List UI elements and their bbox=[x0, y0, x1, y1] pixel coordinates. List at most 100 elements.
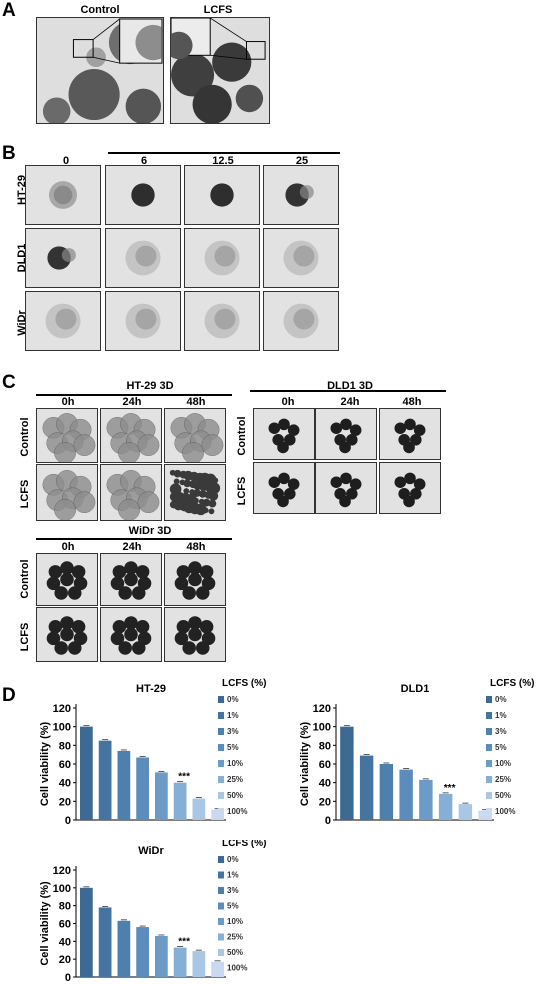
chart-2-bar-25% bbox=[173, 947, 187, 977]
chart-0-legend-label-4: 10% bbox=[227, 759, 243, 768]
chart-0-legend-swatch-0 bbox=[218, 696, 224, 703]
chart-2-legend-label-7: 100% bbox=[227, 964, 247, 973]
chart-0-legend-label-3: 5% bbox=[227, 743, 239, 752]
chart-1-bar-5% bbox=[399, 769, 413, 820]
chart-1-legend-swatch-5 bbox=[486, 776, 492, 783]
chart-1-ylabel: Cell viability (%) bbox=[299, 721, 311, 806]
micrograph-b-r0-c0 bbox=[25, 165, 101, 225]
time-dld1-0h: 0h bbox=[281, 396, 295, 408]
chart-1-bar-3% bbox=[379, 764, 394, 820]
chart-2-bar-5% bbox=[136, 927, 149, 977]
row-ht29-lcfs: LCFS bbox=[19, 479, 31, 509]
chart-0-bar-3% bbox=[117, 750, 131, 820]
chart-2-legend-label-6: 50% bbox=[227, 948, 243, 957]
chart-2-ytick-label-0: 0 bbox=[65, 972, 71, 984]
micrograph-dld1-control-0 bbox=[253, 408, 315, 460]
micrograph-b-r1-c3 bbox=[263, 228, 339, 288]
group-line-dld1-3d bbox=[250, 390, 446, 392]
chart-0-ytick-label-3: 60 bbox=[59, 759, 71, 771]
chart-2-ytick-label-5: 100 bbox=[53, 883, 71, 895]
micrograph-ht29-lcfs-2 bbox=[164, 464, 226, 521]
chart-0-bar-10% bbox=[155, 772, 168, 820]
conc-label-0: 0 bbox=[62, 155, 70, 167]
label-control: Control bbox=[80, 4, 120, 16]
chart-0-ytick-label-6: 120 bbox=[53, 703, 71, 715]
chart-0-legend-swatch-2 bbox=[218, 728, 224, 735]
panel-letter-c: C bbox=[2, 372, 16, 393]
label-lcfs: LCFS bbox=[203, 4, 233, 16]
chart-1-legend-swatch-0 bbox=[486, 696, 492, 703]
chart-2-legend-swatch-7 bbox=[218, 964, 224, 972]
chart-0-legend-label-2: 3% bbox=[227, 727, 239, 736]
chart-2-legend-label-4: 10% bbox=[227, 917, 243, 926]
group-title-ht29-3d: HT-29 3D bbox=[126, 380, 174, 392]
micrograph-widr-lcfs-2 bbox=[164, 607, 226, 662]
panel-letter-d: D bbox=[2, 685, 16, 706]
conc-label-25: 25 bbox=[295, 155, 309, 167]
chart-0-ytick-label-4: 80 bbox=[59, 740, 71, 752]
chart-2-ytick-label-6: 120 bbox=[53, 865, 71, 877]
micrograph-dld1-control-1 bbox=[315, 408, 377, 460]
row-widr-control: Control bbox=[19, 559, 31, 599]
micrograph-b-r2-c3 bbox=[263, 291, 339, 351]
micrograph-b-r2-c0 bbox=[25, 291, 101, 351]
chart-1-legend-label-7: 100% bbox=[495, 807, 515, 816]
chart-0-ytick-label-1: 20 bbox=[59, 796, 71, 808]
chart-2-legend-swatch-1 bbox=[218, 871, 224, 879]
chart-0-bar-50% bbox=[192, 798, 206, 820]
micrograph-b-r0-c2 bbox=[184, 165, 260, 225]
chart-2-legend-label-1: 1% bbox=[227, 871, 239, 880]
chart-2-ytick-label-2: 40 bbox=[59, 936, 71, 948]
conc-label-6: 6 bbox=[140, 155, 148, 167]
chart-1-legend-label-4: 10% bbox=[495, 759, 511, 768]
bar-chart-widr: WiDr Cell viability (%) 0 20 40 60 80 100 120 ***… bbox=[39, 840, 266, 984]
chart-1-legend-swatch-2 bbox=[486, 728, 492, 735]
chart-0-legend-swatch-7 bbox=[218, 808, 224, 815]
chart-2-legend-label-0: 0% bbox=[227, 855, 239, 864]
chart-1-legend-label-1: 1% bbox=[495, 711, 507, 720]
chart-0-bar-5% bbox=[136, 757, 149, 820]
micrograph-widr-control-2 bbox=[164, 553, 226, 606]
chart-0-bar-1% bbox=[98, 740, 112, 820]
chart-0-legend-label-6: 50% bbox=[227, 791, 243, 800]
bar-chart-dld1: DLD1 Cell viability (%) 0 20 40 60 80 100 120 ***… bbox=[299, 678, 534, 827]
chart-2-legend-swatch-4 bbox=[218, 918, 224, 925]
micrograph-b-r1-c0 bbox=[25, 228, 101, 288]
chart-2-legend-swatch-3 bbox=[218, 902, 224, 910]
chart-2-legend-swatch-6 bbox=[218, 949, 224, 956]
chart-1-legend-swatch-4 bbox=[486, 760, 492, 767]
chart-0-ytick-label-0: 0 bbox=[65, 815, 71, 827]
chart-0-legend-label-7: 100% bbox=[227, 807, 247, 816]
chart-1-legend-label-5: 25% bbox=[495, 775, 511, 784]
chart-2-bar-3% bbox=[117, 920, 131, 977]
time-ht29-0h: 0h bbox=[61, 396, 75, 408]
micrograph-widr-lcfs-1 bbox=[100, 607, 162, 662]
chart-1-ytick-label-5: 100 bbox=[313, 722, 331, 734]
chart-2-significance: *** bbox=[178, 937, 190, 948]
chart-1-legend-swatch-1 bbox=[486, 712, 492, 719]
chart-2-legend-label-3: 5% bbox=[227, 902, 239, 911]
chart-2-legend-swatch-2 bbox=[218, 887, 224, 894]
chart-1-ytick-label-3: 60 bbox=[319, 759, 331, 771]
micrograph-widr-control-1 bbox=[100, 553, 162, 606]
chart-0-legend-swatch-3 bbox=[218, 744, 224, 751]
time-ht29-48h: 48h bbox=[186, 396, 206, 408]
chart-1-significance: *** bbox=[444, 783, 456, 794]
time-widr-24h: 24h bbox=[122, 541, 142, 553]
chart-2-bar-50% bbox=[192, 951, 206, 977]
micrograph-dld1-lcfs-2 bbox=[379, 462, 441, 514]
chart-0-ytick-label-2: 40 bbox=[59, 778, 71, 790]
micrograph-ht29-control-0 bbox=[36, 408, 98, 463]
chart-2-legend-label-5: 25% bbox=[227, 933, 243, 942]
chart-2-ytick-label-1: 20 bbox=[59, 954, 71, 966]
chart-1-ytick-label-2: 40 bbox=[319, 778, 331, 790]
chart-1-legend-swatch-6 bbox=[486, 792, 492, 799]
chart-1-bar-100% bbox=[478, 810, 492, 820]
chart-0-legend-label-0: 0% bbox=[227, 695, 239, 704]
chart-1-ytick-label-4: 80 bbox=[319, 740, 331, 752]
chart-1-bar-25% bbox=[438, 793, 453, 820]
chart-1-legend-swatch-3 bbox=[486, 744, 492, 751]
chart-2-ylabel: Cell viability (%) bbox=[39, 881, 51, 966]
chart-1-legend-swatch-7 bbox=[486, 808, 492, 815]
chart-0-legend-title: LCFS (%) bbox=[222, 678, 266, 689]
